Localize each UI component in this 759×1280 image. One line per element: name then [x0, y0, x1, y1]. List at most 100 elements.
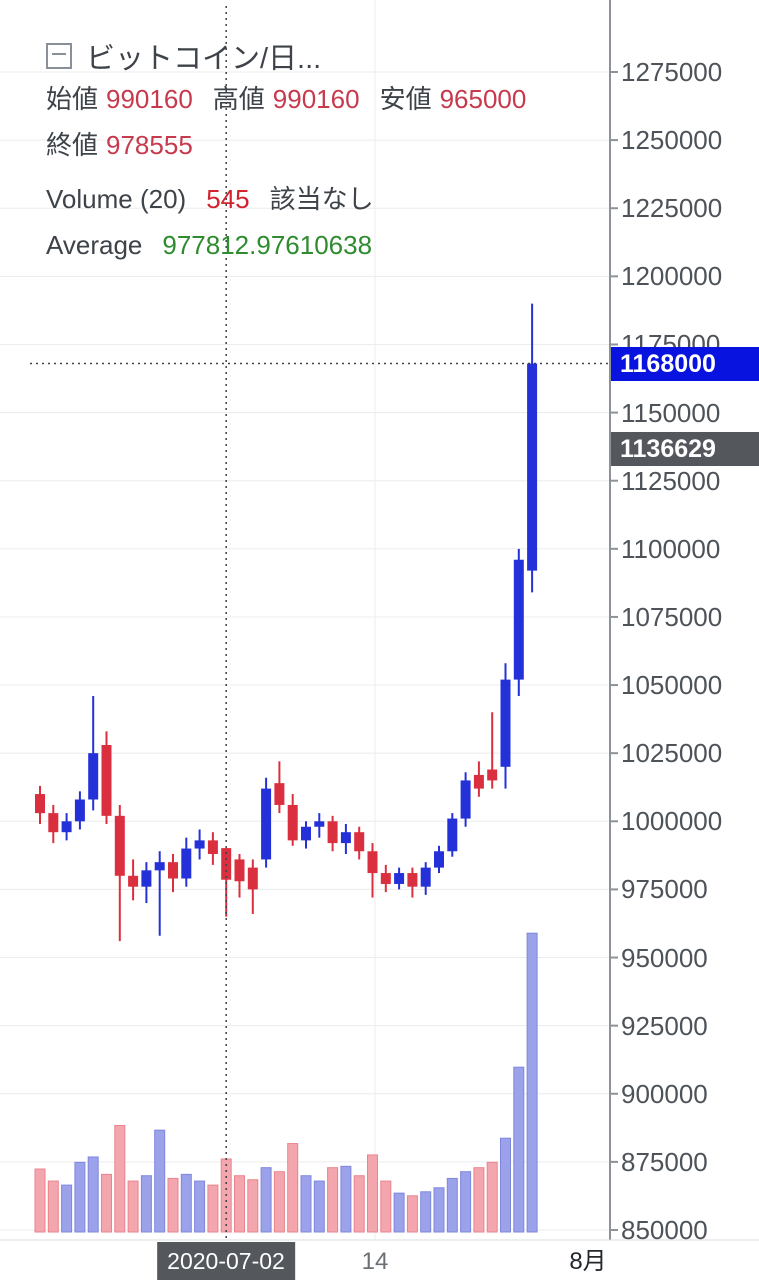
y-tick-label: 1200000 [621, 261, 723, 292]
candle-body [128, 875, 139, 887]
volume-bar [380, 1180, 392, 1233]
volume-bar [367, 1154, 378, 1233]
volume-bar [513, 1066, 525, 1233]
volume-bar [433, 1187, 445, 1233]
volume-bar [420, 1191, 432, 1233]
candle-body [460, 780, 471, 819]
candle-body [101, 745, 112, 816]
y-tick-label: 1050000 [621, 670, 723, 701]
y-tick-label: 875000 [621, 1146, 708, 1177]
candle-body [194, 840, 205, 849]
candle-body [261, 788, 272, 860]
y-tick-label: 1150000 [621, 397, 721, 428]
y-tick-label: 1275000 [621, 57, 723, 87]
candle-body [314, 821, 325, 827]
volume-bar [247, 1179, 259, 1233]
volume-bar [327, 1167, 339, 1233]
high-label: 高値 [212, 84, 265, 114]
close-row: 終値 978555 [46, 130, 526, 160]
chart-title: ビットコイン/日... [86, 43, 322, 75]
candle-body [407, 873, 418, 887]
open-label: 始値 [46, 84, 99, 114]
candle-body [527, 363, 538, 571]
volume-bar [353, 1175, 365, 1233]
average-label: Average [46, 230, 143, 260]
volume-bar [74, 1161, 86, 1233]
volume-label: Volume (20) [46, 184, 187, 214]
candle-body [35, 794, 45, 814]
volume-bar [140, 1175, 152, 1233]
volume-bar [486, 1161, 498, 1233]
volume-bar [114, 1124, 126, 1233]
volume-bar [87, 1156, 99, 1233]
candle-body [48, 813, 59, 833]
average-row: Average 977812.97610638 [46, 230, 526, 260]
close-value: 978555 [106, 130, 193, 160]
candle-body [274, 783, 285, 805]
candle-body [141, 870, 152, 887]
y-tick-label: 1100000 [621, 533, 721, 564]
candle-body [207, 840, 218, 854]
y-tick-label: 950000 [621, 942, 708, 973]
candle-body [168, 862, 178, 879]
candle-body [340, 832, 351, 844]
y-tick-label: 1075000 [621, 601, 723, 632]
low-label: 安値 [379, 84, 432, 114]
y-tick-label: 1225000 [621, 193, 723, 224]
volume-bar [47, 1180, 59, 1233]
last-price-badge: 1168000 [611, 346, 759, 381]
volume-bar [234, 1175, 245, 1233]
crosshair-date-badge: 2020-07-02 [157, 1242, 295, 1280]
candle-body [473, 774, 484, 789]
y-tick-label: 1125000 [621, 465, 721, 496]
candle-body [447, 818, 458, 852]
volume-row: Volume (20) 545 該当なし [46, 184, 526, 214]
volume-bar [194, 1180, 206, 1233]
average-value: 977812.97610638 [162, 230, 373, 260]
candle-body [301, 826, 311, 841]
volume-value: 545 [206, 184, 250, 214]
candle-body [380, 873, 391, 884]
candle-body [434, 851, 444, 868]
volume-bar [260, 1167, 272, 1233]
volume-bar [127, 1180, 139, 1233]
candle-body [114, 815, 125, 876]
y-tick-label: 1250000 [621, 125, 723, 156]
candle-body [88, 753, 99, 800]
candle-body [247, 867, 258, 890]
candle-body [234, 859, 245, 882]
candle-body [61, 821, 72, 833]
volume-bar [61, 1184, 73, 1233]
candle-body [327, 821, 338, 844]
candle-body [74, 799, 85, 822]
candle-body [287, 804, 298, 841]
ohlc-legend: ビットコイン/日... 始値 990160 高値 990160 安値 965000 終値 9… [46, 38, 526, 276]
volume-bar [167, 1177, 179, 1233]
volume-bar [273, 1171, 285, 1233]
y-tick-label: 975000 [621, 874, 708, 905]
candle-body [500, 679, 511, 767]
volume-bar [446, 1177, 458, 1233]
volume-bar [526, 932, 538, 1233]
collapse-icon[interactable] [46, 43, 72, 69]
low-value: 965000 [439, 84, 527, 114]
y-tick-label: 900000 [621, 1078, 708, 1109]
volume-bar [406, 1195, 418, 1233]
volume-bar [180, 1173, 192, 1233]
y-tick-label: 1025000 [621, 738, 723, 769]
candle-body [154, 862, 165, 871]
volume-bar [34, 1168, 46, 1233]
volume-bar [500, 1137, 511, 1233]
y-tick-label: 850000 [621, 1215, 708, 1245]
volume-bar [393, 1192, 405, 1233]
chart-title-row: ビットコイン/日... [46, 38, 526, 75]
close-label: 終値 [46, 130, 99, 160]
candle-body [221, 848, 232, 880]
volume-bar [207, 1184, 219, 1233]
volume-bar [101, 1173, 112, 1233]
ohl-row: 始値 990160 高値 990160 安値 965000 [46, 84, 526, 114]
volume-bar [473, 1167, 485, 1233]
y-tick-label: 925000 [621, 1010, 708, 1041]
